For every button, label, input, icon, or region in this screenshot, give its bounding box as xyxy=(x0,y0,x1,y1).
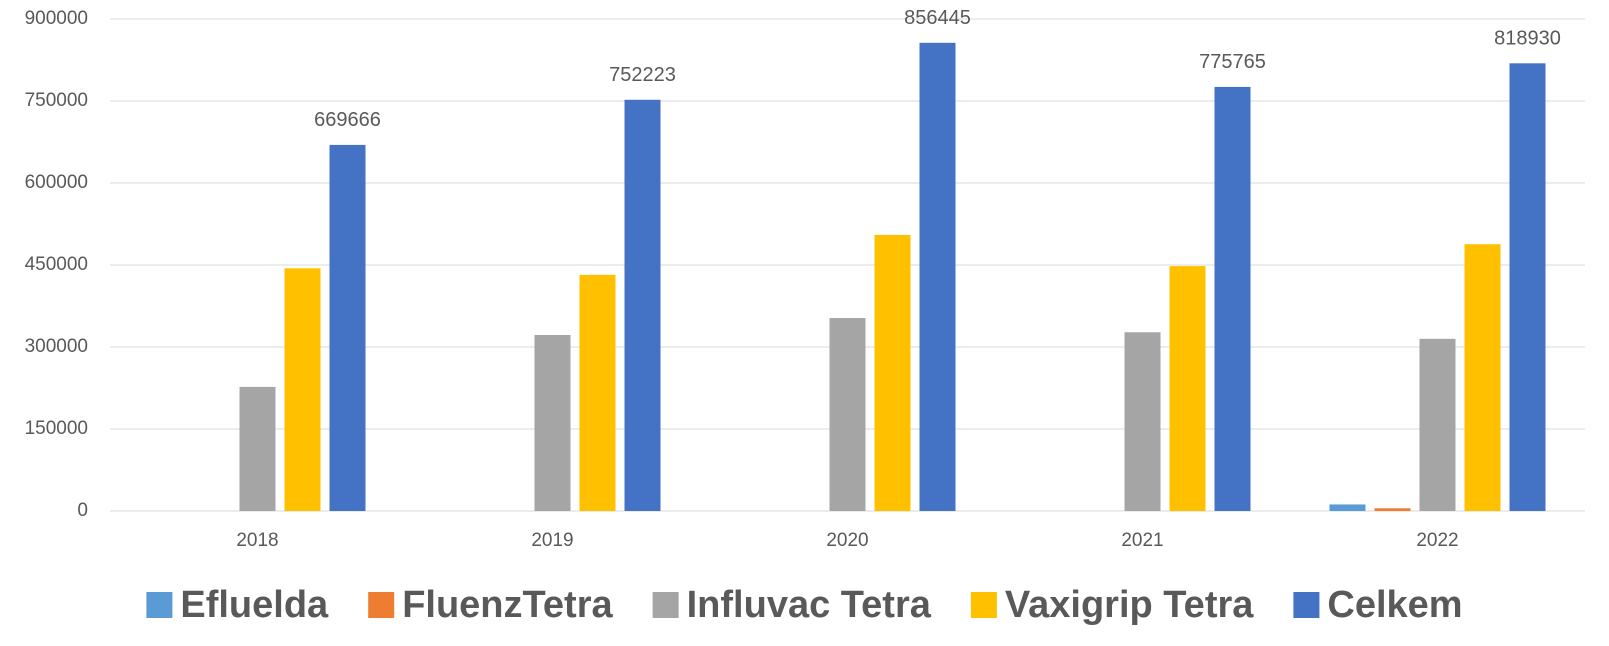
bar xyxy=(874,234,911,511)
legend-swatch xyxy=(1293,592,1320,618)
x-tick-label: 2019 xyxy=(531,530,573,551)
data-label: 669666 xyxy=(314,109,381,131)
bar xyxy=(329,144,366,511)
bar xyxy=(534,334,571,511)
x-tick-label: 2021 xyxy=(1121,530,1163,551)
bar xyxy=(1509,63,1546,511)
y-tick-label: 0 xyxy=(77,500,88,521)
legend-label: FluenzTetra xyxy=(402,584,613,626)
bar xyxy=(1214,86,1251,511)
x-tick-label: 2020 xyxy=(826,530,868,551)
legend-label: Influvac Tetra xyxy=(687,584,932,626)
legend-label: Efluelda xyxy=(180,584,329,626)
y-tick-label: 150000 xyxy=(25,418,88,439)
data-label: 775765 xyxy=(1199,51,1266,73)
legend-swatch xyxy=(368,592,395,618)
bar xyxy=(239,386,276,511)
bar xyxy=(829,318,866,511)
x-tick-label: 2018 xyxy=(236,530,278,551)
y-tick-label: 450000 xyxy=(25,254,88,275)
bar xyxy=(579,274,616,511)
data-label: 856445 xyxy=(904,7,971,29)
legend-swatch xyxy=(652,592,679,618)
bar xyxy=(1169,266,1206,511)
bar xyxy=(919,42,956,512)
bar xyxy=(1124,332,1161,511)
y-tick-label: 750000 xyxy=(25,90,88,111)
legend-label: Vaxigrip Tetra xyxy=(1005,584,1254,626)
bar xyxy=(284,268,321,511)
bar xyxy=(1419,338,1456,511)
legend-label: Celkem xyxy=(1327,584,1462,626)
y-tick-label: 900000 xyxy=(25,8,88,29)
data-label: 752223 xyxy=(609,64,676,86)
bar xyxy=(1464,244,1501,511)
legend-swatch xyxy=(970,592,997,618)
y-tick-label: 300000 xyxy=(25,336,88,357)
x-tick-label: 2022 xyxy=(1416,530,1458,551)
legend-swatch xyxy=(146,592,173,618)
bar xyxy=(624,99,661,511)
bar xyxy=(1329,504,1366,511)
bar xyxy=(1374,508,1411,511)
data-label: 818930 xyxy=(1494,28,1561,50)
y-tick-label: 600000 xyxy=(25,172,88,193)
